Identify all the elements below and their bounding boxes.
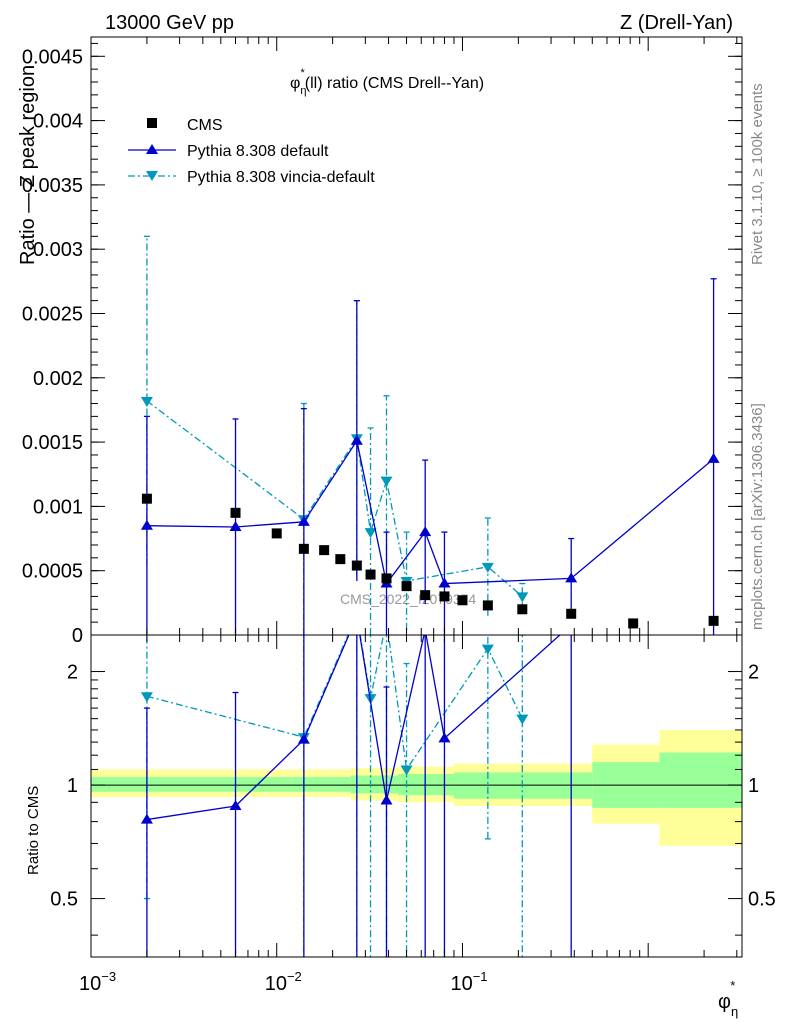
ratio-point [297, 733, 310, 744]
cms-point [566, 608, 577, 619]
x-tick-label: 10−2 [265, 969, 302, 995]
cms-point [335, 554, 346, 565]
ratio-y-tick-label: 0.5 [50, 889, 78, 911]
data-point [297, 515, 310, 526]
data-point [350, 434, 363, 445]
y-tick-label: 0.004 [33, 111, 83, 133]
y-tick-label: 0.0035 [22, 175, 83, 197]
reference-band [91, 729, 742, 846]
data-point [364, 528, 377, 539]
cms-point [381, 573, 392, 584]
axes: 10−3 10−2 10−1 0 0.0005 0.001 0.0015 0.002 0.002… [22, 37, 776, 995]
data-point [380, 476, 393, 487]
ratio-point [351, 610, 363, 620]
mcplots-label: mcplots.cern.ch [arXiv:1306.3436] [749, 403, 766, 630]
cms-point [482, 600, 493, 611]
bottom-ylabel: Ratio to CMS [25, 786, 42, 875]
y-tick-label: 0.003 [33, 239, 83, 261]
x-tick-label: 10−3 [79, 969, 116, 995]
y-tick-label: 0.0025 [22, 303, 83, 325]
cms-point [141, 493, 152, 504]
y-tick-label: 0.0045 [22, 46, 83, 68]
header-left: 13000 GeV pp [105, 12, 234, 34]
ratio-point [140, 692, 153, 703]
band-inner-bin [291, 777, 351, 792]
y-tick-label: 0.002 [33, 368, 83, 390]
legend-default-marker [146, 144, 158, 154]
data-point [438, 577, 451, 588]
ratio-y-tick-label-right: 0.5 [748, 889, 776, 911]
cms-point [439, 591, 450, 602]
legend-default-label: Pythia 8.308 default [187, 143, 329, 160]
band-inner-bin [659, 752, 742, 808]
y-tick-label: 0.001 [33, 496, 83, 518]
rivet-label: Rivet 3.1.10, ≥ 100k events [749, 83, 766, 265]
data-point [481, 562, 494, 573]
data-point [419, 526, 432, 537]
legend-vincia-marker [146, 171, 158, 181]
x-tick-label: 10−1 [450, 969, 487, 995]
ratio-y-tick-label: 1 [67, 775, 78, 797]
bottom-panel-data [140, 610, 577, 957]
band-inner-bin [91, 777, 292, 792]
ratio-y-tick-label-right: 2 [748, 662, 759, 684]
cms-point [230, 507, 241, 518]
ratio-line [146, 635, 523, 772]
cms-point [708, 615, 719, 626]
ratio-point [229, 800, 242, 811]
y-tick-label: 0 [72, 625, 83, 647]
ratio-point [516, 714, 529, 725]
watermark: CMS_2022_I2079374 [340, 591, 476, 607]
ratio-point [481, 644, 494, 655]
top-title: φη*(ll) ratio (CMS Drell--Yan) [290, 67, 484, 97]
top-panel-data [140, 235, 720, 635]
ratio-y-tick-label-right: 1 [748, 775, 759, 797]
data-point [140, 396, 153, 407]
bottom-frame [90, 634, 743, 958]
ratio-line [146, 635, 561, 821]
cms-point [517, 604, 528, 615]
ratio-point [565, 619, 577, 629]
cms-point [298, 543, 309, 554]
y-tick-label: 0.0005 [22, 561, 83, 583]
cms-point [271, 528, 282, 539]
cms-point [351, 560, 362, 571]
legend-vincia-label: Pythia 8.308 vincia-default [187, 169, 375, 186]
x-axis-label: φη* [718, 978, 738, 1019]
cms-point [457, 595, 468, 606]
top-ylabel: Ratio — Z peak region [17, 65, 39, 265]
ratio-point [351, 611, 363, 621]
header-right: Z (Drell-Yan) [620, 12, 733, 34]
cms-point [401, 581, 412, 592]
ratio-point [400, 765, 413, 776]
data-point [707, 452, 720, 463]
data-point [565, 572, 578, 583]
legend: CMS Pythia 8.308 default Pythia 8.308 vi… [128, 117, 375, 186]
cms-point [420, 590, 431, 601]
data-point [229, 520, 242, 531]
ratio-y-tick-label: 2 [67, 662, 78, 684]
y-tick-label: 0.0015 [22, 432, 83, 454]
band-inner-bin [453, 772, 593, 799]
ratio-point [380, 794, 393, 805]
cms-point [319, 545, 330, 556]
ratio-point [438, 732, 451, 743]
data-point [140, 519, 153, 530]
cms-point [365, 569, 376, 580]
legend-cms-marker [147, 118, 157, 128]
ratio-point [140, 813, 153, 824]
series-line [146, 400, 523, 597]
cms-point [628, 618, 639, 629]
legend-cms-label: CMS [187, 117, 223, 134]
data-point [516, 592, 529, 603]
